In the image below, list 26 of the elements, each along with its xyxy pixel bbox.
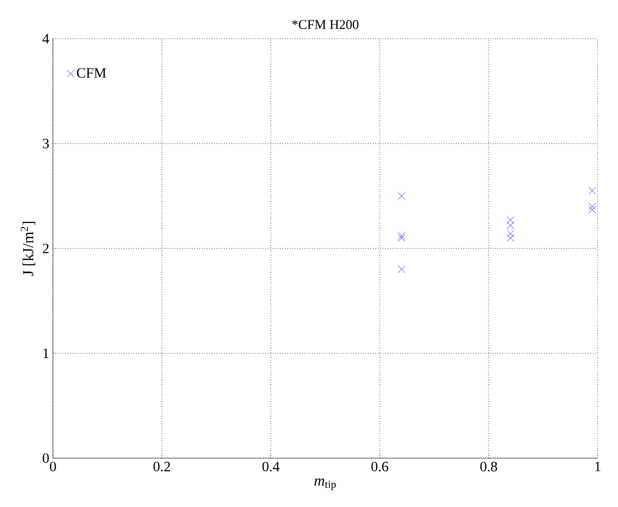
y-axis-title: J [kJ/m$^{2}$] [20,222,36,276]
y-tick-label: 3 [42,138,49,148]
point [398,266,406,274]
point [588,206,596,214]
x-tick-label: 0 [50,462,56,472]
x-tick-label: 0.4 [262,462,280,472]
x-tick-label: 0.6 [371,462,388,472]
point [398,192,406,200]
point [588,186,596,195]
x-tick-label: 0.8 [480,462,498,472]
point [506,234,514,242]
y-tick-label: 4 [42,34,50,44]
y-tick-label: 0 [42,453,49,463]
x-tick-label: 1 [595,462,600,472]
point [506,216,514,224]
point [506,222,514,230]
y-tick-label: 1 [43,348,48,358]
point [588,202,596,210]
x-tick-label: 0.2 [154,462,170,472]
legend-label: CFM [76,68,106,78]
chart-title: *CFM H200 [292,20,358,29]
point [398,232,406,240]
y-tick-label: 2 [42,244,49,254]
x-axis-title: m$_{tip}$ [314,478,336,490]
point [506,230,514,238]
point [398,234,406,242]
